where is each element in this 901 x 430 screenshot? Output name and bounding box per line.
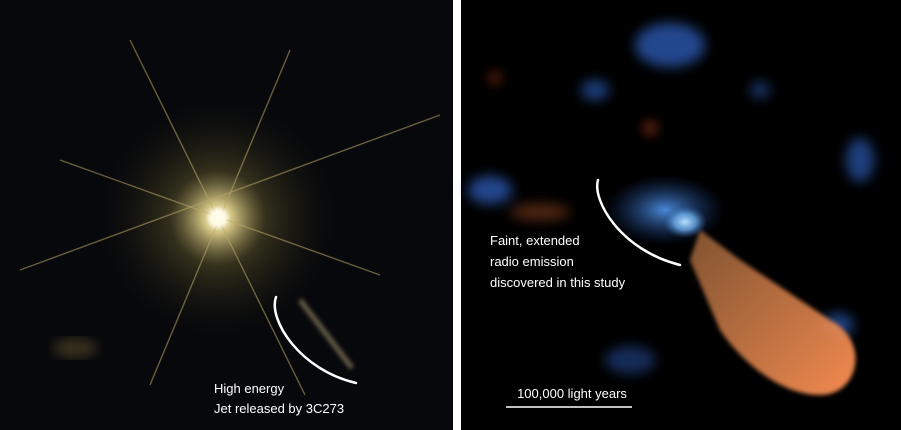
radio-jet [690, 230, 856, 395]
quasar-core [208, 208, 228, 228]
galaxy [53, 338, 97, 358]
right-panel: Faint, extended radio emission discovere… [461, 0, 901, 430]
radio-blobs [468, 23, 874, 374]
jet [298, 298, 354, 370]
radio-core [663, 206, 707, 238]
annotation: Jet released by 3C273 [214, 401, 344, 416]
annotation: Faint, extended [490, 233, 580, 248]
annotation: radio emission [490, 254, 574, 269]
annotation: discovered in this study [490, 275, 626, 290]
scale-bar-label: 100,000 light years [517, 386, 627, 401]
emission-bracket [595, 178, 682, 267]
jet-bracket [273, 295, 358, 385]
annotation: High energy [214, 381, 285, 396]
left-panel: High energy Jet released by 3C273 [0, 0, 453, 430]
